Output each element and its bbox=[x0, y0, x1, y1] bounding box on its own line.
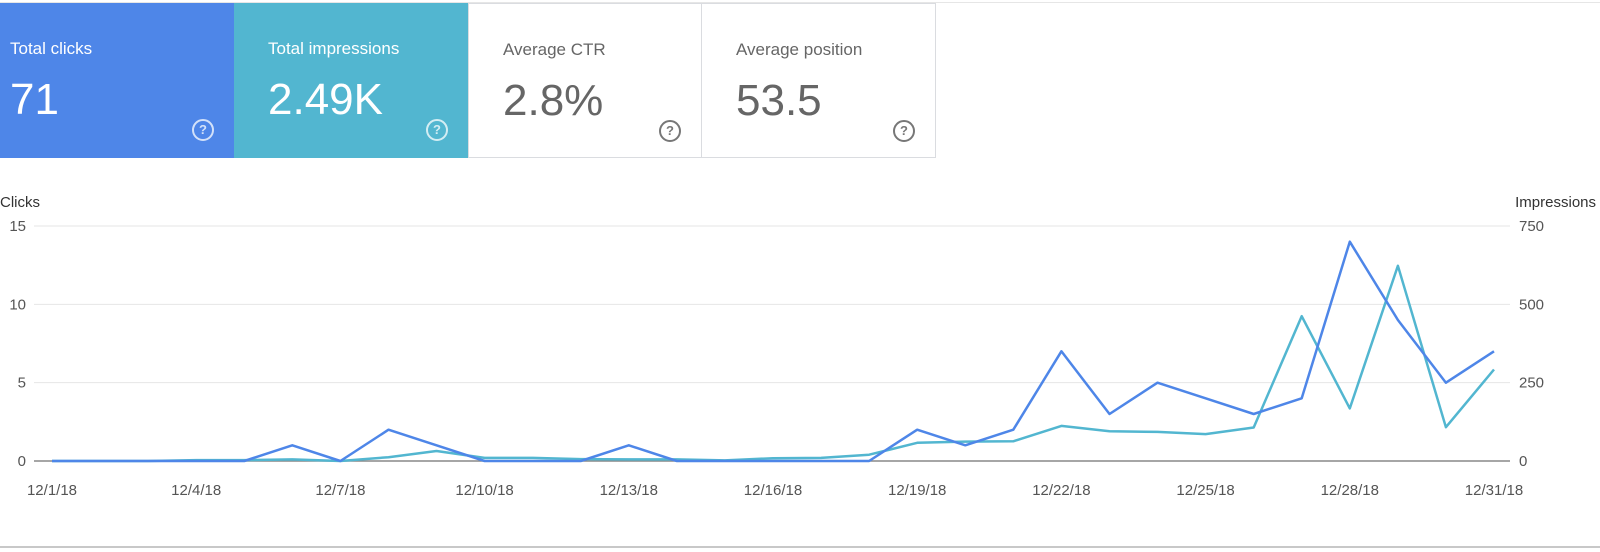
right-tick-label: 500 bbox=[1519, 296, 1544, 313]
top-border bbox=[0, 2, 1600, 3]
metric-cards: Total clicks 71 ? Total impressions 2.49… bbox=[0, 3, 936, 158]
question-circle-icon[interactable]: ? bbox=[893, 120, 915, 142]
card-value: 71 bbox=[10, 75, 59, 124]
series-lines bbox=[52, 240, 1495, 463]
x-tick-label: 12/31/18 bbox=[1465, 482, 1523, 499]
x-tick-label: 12/10/18 bbox=[455, 482, 513, 499]
left-tick-label: 5 bbox=[18, 375, 26, 392]
x-tick-label: 12/7/18 bbox=[315, 482, 365, 499]
performance-chart: Clicks Impressions 0 5 10 15 0 250 500 750 12/… bbox=[0, 194, 1596, 499]
card-value: 53.5 bbox=[736, 76, 822, 125]
question-circle-icon[interactable]: ? bbox=[426, 119, 448, 141]
right-tick-label: 750 bbox=[1519, 218, 1544, 235]
x-tick-label: 12/16/18 bbox=[744, 482, 802, 499]
x-tick-label: 12/19/18 bbox=[888, 482, 946, 499]
question-circle-icon[interactable]: ? bbox=[659, 120, 681, 142]
x-tick-label: 12/1/18 bbox=[27, 482, 77, 499]
card-label: Average CTR bbox=[503, 40, 606, 59]
x-tick-label: 12/22/18 bbox=[1032, 482, 1090, 499]
card-value: 2.8% bbox=[503, 76, 604, 125]
total-clicks-card[interactable]: Total clicks 71 ? bbox=[0, 3, 234, 158]
left-axis-ticks: 0 5 10 15 bbox=[9, 218, 26, 470]
right-axis-title: Impressions bbox=[1515, 194, 1596, 211]
card-label: Total impressions bbox=[268, 39, 400, 58]
card-value: 2.49K bbox=[268, 75, 383, 124]
x-tick-label: 12/4/18 bbox=[171, 482, 221, 499]
card-label: Average position bbox=[736, 40, 863, 59]
bottom-border bbox=[0, 546, 1600, 548]
x-tick-label: 12/13/18 bbox=[600, 482, 658, 499]
impressions-series-line bbox=[52, 264, 1495, 463]
left-axis-title: Clicks bbox=[0, 194, 40, 211]
right-axis-ticks: 0 250 500 750 bbox=[1519, 218, 1544, 470]
total-impressions-card[interactable]: Total impressions 2.49K ? bbox=[234, 3, 468, 158]
left-tick-label: 0 bbox=[18, 453, 26, 470]
right-tick-label: 0 bbox=[1519, 453, 1527, 470]
x-tick-label: 12/25/18 bbox=[1176, 482, 1234, 499]
card-label: Total clicks bbox=[10, 39, 93, 58]
x-axis-ticks: 12/1/18 12/4/18 12/7/18 12/10/18 12/13/18 12/… bbox=[27, 482, 1523, 499]
average-ctr-card[interactable]: Average CTR 2.8% ? bbox=[468, 3, 702, 158]
right-tick-label: 250 bbox=[1519, 375, 1544, 392]
average-position-card[interactable]: Average position 53.5 ? bbox=[702, 3, 936, 158]
clicks-series-line bbox=[52, 240, 1495, 463]
x-tick-label: 12/28/18 bbox=[1321, 482, 1379, 499]
left-tick-label: 15 bbox=[9, 218, 26, 235]
left-tick-label: 10 bbox=[9, 296, 26, 313]
question-circle-icon[interactable]: ? bbox=[192, 119, 214, 141]
